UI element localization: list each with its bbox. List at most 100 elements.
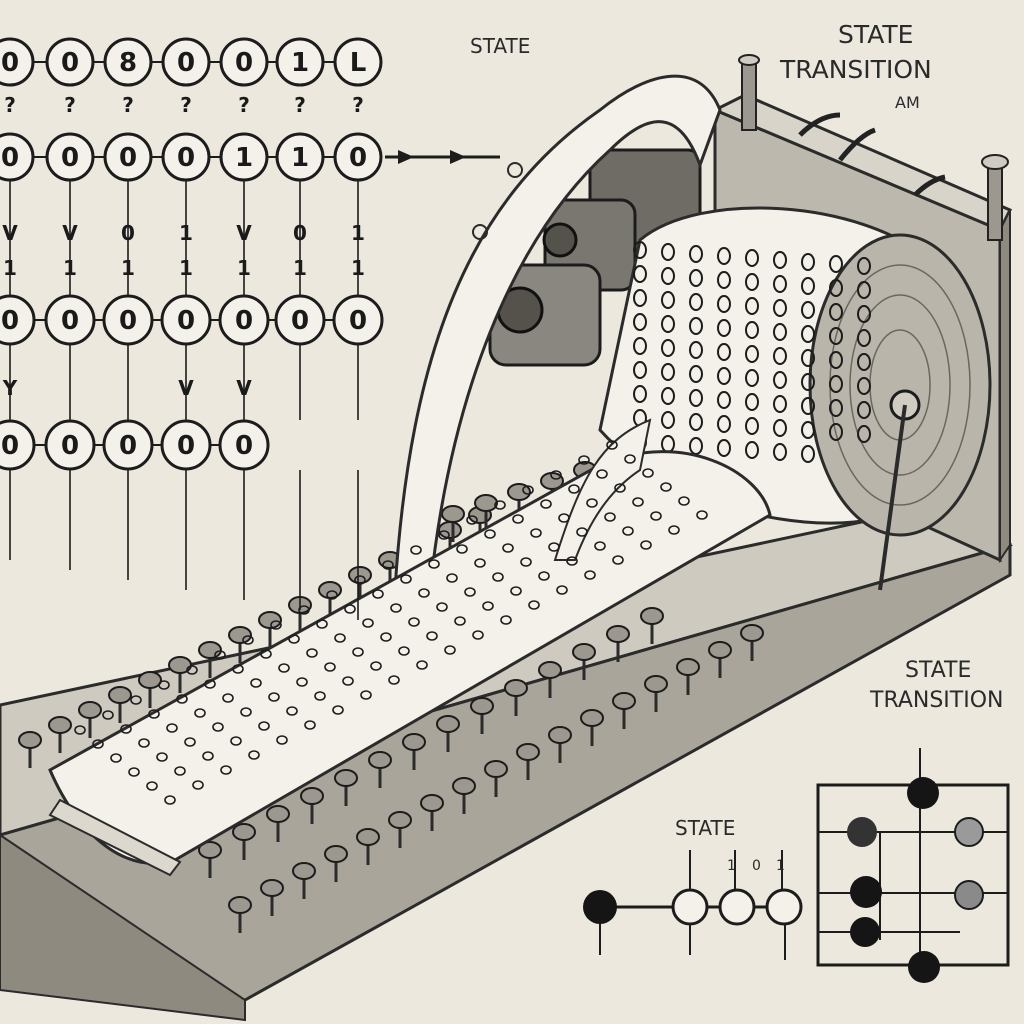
key-pin-icon [324,845,348,882]
tape-cell: 0 [333,132,383,182]
key-pin-icon [644,675,668,712]
transition-mark: V [62,221,78,245]
key-pin-icon [198,641,222,678]
key-pin-icon [452,777,476,814]
tape-digit: 0 [177,143,195,173]
state-node [850,917,880,947]
key-pin-icon [708,641,732,678]
state-transition-label-right-2: TRANSITION [869,688,1004,713]
key-pin-icon [441,505,465,542]
tape-digit: 0 [119,143,137,173]
tape-cell: 0 [0,37,35,87]
transition-mark: 1 [179,256,193,280]
tape-cell: 0 [161,132,211,182]
key-pin-icon [108,686,132,723]
transition-mark: ? [352,93,364,117]
tape-digit: 0 [1,143,19,173]
transition-mark: V [2,221,18,245]
tape-digit: 0 [61,143,79,173]
tape-cell: 8 [103,37,153,87]
transition-mark: V [236,376,252,400]
transition-mark: 1 [293,256,307,280]
key-pin-icon [334,769,358,806]
tape-cell: 0 [332,294,384,346]
tape-cell: 1 [275,37,325,87]
transition-mark: 1 [237,256,251,280]
tape-cell: 0 [102,294,154,346]
key-pin-icon [640,607,664,644]
lever-icon [798,112,841,137]
tape-digit: L [350,48,367,78]
key-pin-icon [18,731,42,768]
lever-icon [913,174,946,197]
state-transition-title-1: STATE [838,20,913,49]
key-pin-icon [612,692,636,729]
tape-digit: 0 [119,306,137,336]
state-node [671,888,709,926]
key-pin-icon [198,841,222,878]
state-node [907,777,939,809]
tape-arch [393,74,722,592]
tape-digit: 0 [177,431,195,461]
transition-mark: 1 [351,256,365,280]
key-pin-icon [138,671,162,708]
transition-mark: 1 [3,256,17,280]
bolt-icon [981,154,1009,241]
state-node [954,880,984,910]
key-pin-icon [388,811,412,848]
key-pin-icon [436,715,460,752]
transition-mark: ? [238,93,250,117]
key-pin-icon [504,679,528,716]
key-pin-icon [676,658,700,695]
tape-cell: 1 [219,132,269,182]
key-pin-icon [484,760,508,797]
key-pin-icon [368,751,392,788]
tape-cell: 0 [161,37,211,87]
tape-cell: 0 [160,419,212,471]
tape-digit: 0 [291,306,309,336]
tape-diagram: 0 0 8 0 0 1 L 0 0 0 0 1 1 0 0 0 0 0 0 0 0 0 0 0 0 0?????? ? V V 0 1 V 0 1… [0,37,500,620]
state-node [718,888,756,926]
key-pin-icon [78,701,102,738]
key-pin-icon [260,879,284,916]
transition-mark: 1 [351,221,365,245]
state-transition-title-2: TRANSITION [779,55,932,84]
tape-roll [598,206,992,591]
tape-digit: 0 [61,48,79,78]
key-pin-icon [356,828,380,865]
tape-digit: 0 [1,431,19,461]
key-pin-icon [266,805,290,842]
tape-cell: 0 [0,294,36,346]
key-pin-icon [228,626,252,663]
key-pin-icon [300,787,324,824]
key-pin-icon [292,862,316,899]
tape-digit: 0 [1,306,19,336]
tape-cell: 0 [219,37,269,87]
tape-digit: 1 [291,143,309,173]
state-transition-title-3: AM [895,93,920,112]
arrow-head-icon [450,150,466,164]
state-node [847,817,877,847]
transition-mark: ? [4,93,16,117]
key-pin-icon [516,743,540,780]
tape-digit: 8 [119,48,137,78]
state-digit: 0 [752,858,761,874]
state-digit: 1 [727,858,736,874]
tape-digit: 0 [235,431,253,461]
key-pin-icon [258,611,282,648]
state-node [583,890,617,924]
tape-cell: 0 [45,132,95,182]
key-pin-icon [538,661,562,698]
key-pin-icon [48,716,72,753]
state-transition-label-right-1: STATE [905,658,971,683]
transition-mark: 0 [121,221,135,245]
key-pin-icon [168,656,192,693]
transition-mark: 1 [121,256,135,280]
transition-mark: V [178,376,194,400]
transition-mark: ? [294,93,306,117]
tape-cell: 1 [275,132,325,182]
transition-mark: ? [180,93,192,117]
transition-mark: V [236,221,252,245]
